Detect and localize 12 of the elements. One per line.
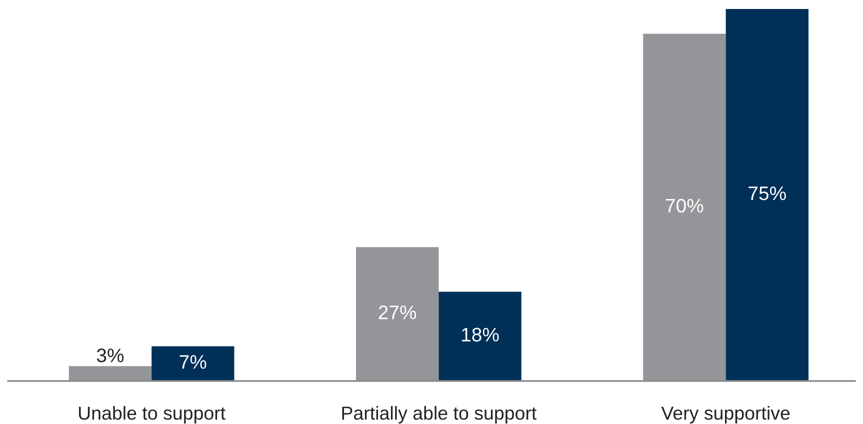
bar: [438, 292, 522, 381]
data-label: 18%: [462, 328, 499, 342]
bar: [152, 346, 234, 381]
bar: [726, 9, 808, 381]
data-label: 3%: [96, 348, 124, 362]
data-label: 70%: [666, 198, 704, 213]
data-label: 75%: [748, 186, 786, 200]
data-label: 7%: [180, 355, 206, 369]
x-tick-label: Unable to support: [79, 406, 226, 424]
x-tick-label: Very supportive: [661, 406, 790, 424]
x-tick-label: Partially able to support: [342, 406, 537, 424]
data-label: 27%: [378, 305, 416, 320]
